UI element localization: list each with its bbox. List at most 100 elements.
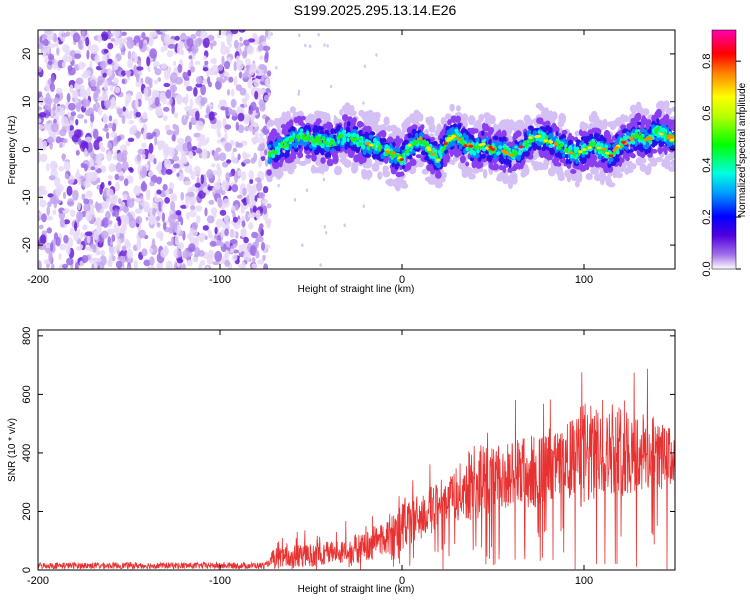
- noise-blob: [107, 42, 114, 50]
- noise-blob: [42, 34, 48, 40]
- noise-blob: [252, 35, 260, 45]
- noise-blob: [74, 82, 79, 90]
- noise-blob: [326, 44, 329, 48]
- noise-blob: [262, 45, 271, 51]
- noise-blob: [66, 123, 70, 133]
- noise-blob: [165, 89, 172, 99]
- signal-blob: [311, 154, 317, 162]
- signal-blob: [355, 146, 361, 154]
- noise-blob: [225, 249, 230, 259]
- signal-blob: [489, 127, 494, 134]
- noise-blob: [66, 246, 71, 255]
- noise-blob: [262, 205, 268, 215]
- noise-blob: [159, 233, 164, 242]
- noise-blob: [259, 151, 265, 157]
- signal-blob: [660, 102, 667, 112]
- noise-blob: [160, 46, 165, 53]
- noise-blob: [213, 181, 221, 190]
- noise-blob: [177, 242, 185, 250]
- noise-blob: [363, 64, 367, 69]
- noise-blob: [90, 166, 96, 171]
- noise-blob: [114, 173, 120, 181]
- signal-blob: [609, 157, 614, 162]
- noise-blob: [141, 153, 146, 160]
- noise-blob: [64, 173, 69, 180]
- noise-blob: [180, 216, 184, 226]
- noise-blob: [68, 67, 76, 76]
- signal-blob: [603, 165, 610, 174]
- noise-blob: [75, 211, 84, 221]
- signal-blob: [518, 151, 522, 156]
- noise-blob: [125, 113, 133, 120]
- signal-blob: [583, 136, 588, 142]
- signal-blob: [468, 173, 476, 180]
- noise-blob: [183, 76, 190, 81]
- noise-blob: [124, 215, 130, 225]
- noise-blob: [135, 72, 140, 83]
- noise-blob: [47, 193, 54, 198]
- noise-blob: [60, 107, 65, 118]
- noise-blob: [118, 175, 125, 181]
- signal-blob: [557, 170, 565, 180]
- noise-blob: [59, 218, 66, 228]
- noise-blob: [195, 96, 202, 104]
- noise-blob: [72, 32, 80, 43]
- noise-blob: [154, 96, 160, 107]
- noise-blob: [50, 242, 54, 252]
- noise-blob: [38, 260, 42, 269]
- signal-blob: [599, 175, 605, 186]
- noise-blob: [69, 84, 74, 94]
- noise-blob: [38, 224, 44, 230]
- signal-blob: [493, 135, 499, 141]
- noise-blob: [248, 124, 254, 132]
- noise-blob: [238, 244, 243, 254]
- signal-blob: [415, 154, 422, 159]
- noise-blob: [180, 191, 184, 201]
- signal-blob: [499, 145, 503, 150]
- noise-blob: [174, 112, 179, 119]
- noise-blob: [229, 229, 237, 238]
- noise-blob: [78, 61, 85, 70]
- noise-blob: [206, 215, 215, 224]
- noise-blob: [190, 116, 197, 126]
- noise-blob: [141, 142, 147, 149]
- signal-blob: [319, 126, 324, 131]
- noise-blob: [235, 121, 239, 131]
- noise-blob: [200, 97, 206, 107]
- signal-blob: [458, 133, 463, 137]
- signal-blob: [357, 121, 364, 126]
- noise-blob: [135, 66, 144, 71]
- signal-blob: [434, 171, 442, 179]
- noise-blob: [203, 37, 210, 48]
- noise-blob: [137, 148, 146, 155]
- noise-blob: [124, 70, 132, 75]
- noise-blob: [67, 179, 74, 185]
- noise-blob: [126, 38, 134, 49]
- noise-blob: [163, 106, 170, 112]
- noise-blob: [203, 55, 207, 61]
- noise-blob: [197, 250, 205, 257]
- noise-blob: [234, 204, 239, 210]
- noise-blob: [75, 149, 80, 156]
- noise-blob: [192, 256, 199, 263]
- signal-blob: [347, 132, 351, 138]
- signal-blob: [320, 157, 326, 164]
- signal-blob: [444, 113, 452, 120]
- noise-blob: [254, 238, 259, 249]
- noise-blob: [142, 129, 147, 141]
- noise-blob: [202, 67, 209, 72]
- signal-blob: [642, 128, 645, 133]
- noise-blob: [319, 263, 322, 267]
- signal-blob: [547, 126, 553, 134]
- signal-blob: [635, 114, 641, 122]
- signal-blob: [289, 106, 296, 114]
- signal-blob: [330, 128, 335, 135]
- signal-blob: [548, 144, 553, 148]
- noise-blob: [224, 142, 232, 152]
- noise-blob: [193, 132, 201, 138]
- noise-blob: [148, 35, 154, 47]
- noise-blob: [93, 139, 101, 151]
- noise-blob: [63, 234, 69, 244]
- noise-blob: [63, 219, 70, 225]
- noise-blob: [148, 134, 154, 140]
